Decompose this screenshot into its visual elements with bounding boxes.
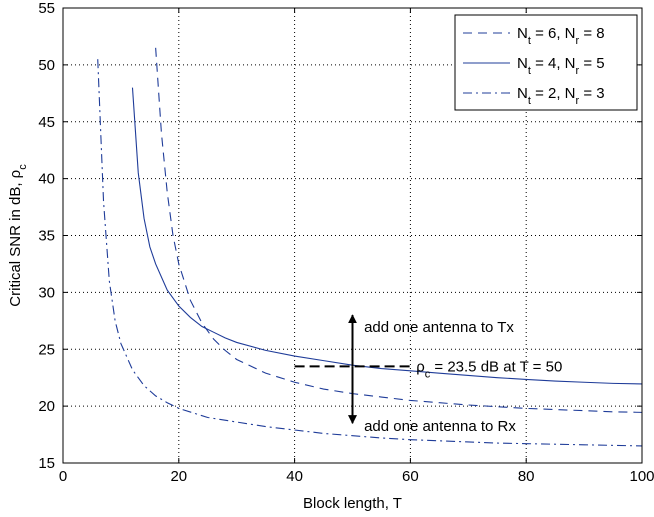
y-tick-label: 30 [38,284,55,301]
legend-label-part: r [576,65,580,77]
rho-annotation-part: ρ [416,358,425,375]
grid [63,8,642,463]
y-tick-label: 55 [38,0,55,17]
legend-label-3: Nt = 2, Nr = 3 [517,85,605,107]
rx-annotation: add one antenna to Rx [364,418,516,435]
y-tick-label: 35 [38,228,55,245]
legend-label-part: t [528,95,531,107]
legend-label-part: t [528,35,531,47]
x-tick-label: 60 [402,468,419,485]
legend-label-part: N [517,85,528,102]
y-axis-label-sub: c [17,164,29,170]
rho-annotation-part: c [425,368,431,380]
x-tick-label: 40 [286,468,303,485]
series-line-3 [97,59,643,447]
legend-label-part: N [517,25,528,42]
legend-label-part: = 5 [579,55,604,72]
legend-label-part: = 6, N [531,25,576,42]
tx-annotation: add one antenna to Tx [364,319,514,336]
legend-label-part: r [576,95,580,107]
y-tick-label: 40 [38,171,55,188]
x-tick-label: 0 [59,468,67,485]
series-line-2 [131,87,643,385]
y-axis-label-main: Critical SNR in dB, ρ [7,170,24,307]
y-tick-label: 50 [38,57,55,74]
legend-label-part: r [576,35,580,47]
y-axis-label: Critical SNR in dB, ρc [7,164,29,307]
x-tick-label: 20 [170,468,187,485]
legend-label-part: N [517,55,528,72]
y-tick-label: 15 [38,455,55,472]
series-layer [97,47,643,447]
legend-label-part: = 3 [579,85,604,102]
x-tick-label: 80 [518,468,535,485]
legend-label-part: t [528,65,531,77]
legend: Nt = 6, Nr = 8Nt = 4, Nr = 5Nt = 2, Nr =… [454,14,638,111]
annotations: add one antenna to Tx add one antenna to … [294,314,562,435]
axis-ticks: 0 20 40 60 80 100 15 20 25 30 35 40 45 50 55 [38,0,654,485]
rho-annotation-part: = 23.5 dB at T = 50 [430,358,562,375]
series-line-1 [155,47,643,413]
legend-label-part: = 2, N [531,85,576,102]
y-tick-label: 45 [38,114,55,131]
y-tick-label: 25 [38,341,55,358]
rho-annotation: ρc = 23.5 dB at T = 50 [416,358,562,380]
legend-label-2: Nt = 4, Nr = 5 [517,55,605,77]
x-axis-label: Block length, T [303,495,402,512]
legend-label-part: = 8 [579,25,604,42]
y-tick-label: 20 [38,398,55,415]
legend-label-part: = 4, N [531,55,576,72]
legend-label-1: Nt = 6, Nr = 8 [517,25,605,47]
x-tick-label: 100 [629,468,654,485]
